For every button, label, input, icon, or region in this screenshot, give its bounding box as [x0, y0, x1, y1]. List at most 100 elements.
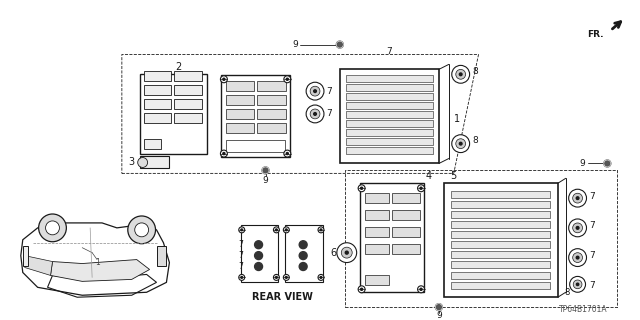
Circle shape	[220, 150, 227, 157]
Circle shape	[255, 241, 262, 249]
Circle shape	[604, 160, 611, 167]
Circle shape	[420, 288, 422, 290]
Circle shape	[573, 280, 582, 289]
Circle shape	[285, 229, 287, 231]
Bar	[346, 129, 433, 136]
Bar	[143, 139, 161, 148]
Circle shape	[576, 256, 579, 259]
Circle shape	[460, 142, 462, 145]
Bar	[392, 244, 420, 254]
Circle shape	[320, 229, 322, 231]
Bar	[257, 123, 286, 133]
Text: 9: 9	[262, 176, 268, 185]
Bar	[143, 113, 172, 123]
Circle shape	[460, 73, 462, 76]
Circle shape	[286, 153, 289, 155]
Circle shape	[569, 249, 586, 267]
Text: 8: 8	[564, 288, 570, 297]
Circle shape	[284, 76, 291, 83]
Circle shape	[360, 187, 363, 189]
Bar	[444, 183, 558, 297]
Bar	[365, 193, 389, 203]
Bar	[451, 282, 550, 289]
Circle shape	[38, 214, 67, 242]
Circle shape	[341, 247, 352, 258]
Text: 9: 9	[292, 40, 298, 49]
Circle shape	[573, 193, 582, 203]
Circle shape	[318, 275, 324, 280]
Bar	[140, 74, 207, 154]
Bar	[365, 244, 389, 254]
Circle shape	[435, 304, 442, 311]
Circle shape	[577, 283, 579, 285]
Circle shape	[314, 90, 316, 92]
Text: 6: 6	[331, 248, 337, 258]
Bar	[346, 102, 433, 109]
Circle shape	[456, 69, 465, 79]
Bar	[451, 201, 550, 208]
Circle shape	[273, 275, 280, 280]
Text: 1: 1	[454, 114, 460, 124]
Circle shape	[314, 113, 316, 115]
Bar	[257, 81, 286, 91]
Bar	[143, 85, 172, 95]
Text: 7: 7	[387, 47, 392, 56]
Bar	[257, 109, 286, 119]
Bar	[174, 113, 202, 123]
Bar	[143, 71, 172, 81]
Bar	[346, 75, 433, 82]
Circle shape	[262, 167, 269, 174]
Circle shape	[241, 276, 243, 278]
Bar	[451, 260, 550, 268]
Bar	[23, 246, 28, 266]
Bar	[346, 111, 433, 118]
Text: 9: 9	[580, 159, 586, 168]
Bar	[451, 191, 550, 198]
Circle shape	[358, 185, 365, 192]
Bar	[346, 93, 433, 100]
Circle shape	[239, 227, 244, 233]
Circle shape	[220, 76, 227, 83]
Bar	[346, 120, 433, 127]
Circle shape	[320, 276, 322, 278]
Text: REAR VIEW: REAR VIEW	[252, 292, 313, 302]
Bar	[143, 99, 172, 109]
Bar	[451, 251, 550, 258]
Bar	[226, 140, 285, 152]
Circle shape	[306, 105, 324, 123]
Bar	[392, 227, 420, 237]
Bar	[451, 241, 550, 248]
Circle shape	[360, 288, 363, 290]
Circle shape	[570, 276, 586, 292]
Text: 7: 7	[238, 262, 243, 271]
Circle shape	[337, 41, 343, 48]
Bar	[392, 193, 420, 203]
Text: 7: 7	[326, 87, 332, 96]
Bar	[241, 225, 278, 282]
Bar	[360, 183, 424, 292]
Bar	[226, 81, 253, 91]
Circle shape	[569, 219, 586, 237]
Circle shape	[420, 187, 422, 189]
Bar	[226, 123, 253, 133]
Circle shape	[128, 216, 156, 244]
Circle shape	[223, 78, 225, 80]
Bar	[285, 225, 323, 282]
Circle shape	[241, 229, 243, 231]
Circle shape	[286, 78, 289, 80]
Bar	[221, 75, 291, 156]
Circle shape	[358, 286, 365, 293]
Text: 4: 4	[426, 171, 432, 181]
Circle shape	[275, 229, 277, 231]
Circle shape	[310, 109, 320, 119]
Bar	[346, 84, 433, 91]
Text: FR.: FR.	[587, 30, 604, 39]
Circle shape	[576, 227, 579, 229]
Circle shape	[284, 150, 291, 157]
Bar	[257, 95, 286, 105]
Bar	[174, 71, 202, 81]
Bar	[340, 69, 439, 164]
Text: 7: 7	[238, 240, 243, 249]
Text: 2: 2	[175, 62, 182, 72]
Bar	[346, 147, 433, 154]
